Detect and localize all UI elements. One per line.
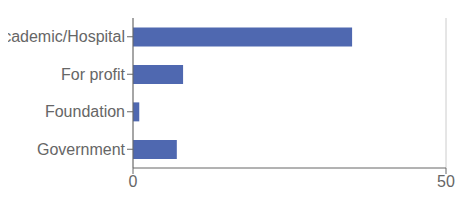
svg-text:For profit: For profit [61, 66, 126, 83]
svg-text:50: 50 [437, 173, 455, 190]
svg-text:0: 0 [129, 173, 138, 190]
svg-text:Foundation: Foundation [45, 103, 125, 120]
svg-text:Government: Government [37, 141, 126, 158]
svg-text:Academic/Hospital: Academic/Hospital [8, 28, 125, 45]
